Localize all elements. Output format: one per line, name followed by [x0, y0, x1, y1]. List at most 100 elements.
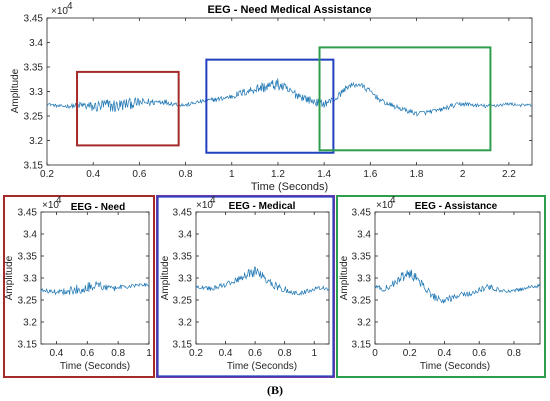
y-tick-label: 3.25 [24, 112, 44, 123]
x-tick-label: 0.8 [111, 348, 125, 359]
y-tick-label: 3.45 [173, 208, 193, 219]
highlight-box-red [76, 70, 180, 147]
x-tick-label: 1.4 [317, 169, 331, 180]
x-tick-label: 0.2 [189, 348, 203, 359]
chart-title: EEG - Medical [229, 201, 296, 212]
y-tick-label: 3.2 [29, 136, 43, 147]
series-lines [374, 269, 541, 304]
axis-ticks: 0 0.2 0.4 0.6 0.8 3.15 3.2 3.25 3.3 3.35 3.4 3.45 [352, 208, 540, 359]
chart-title: EEG - Need [71, 202, 125, 213]
axis-ticks: 0.4 0.6 0.8 1 3.15 3.2 3.25 3.3 3.35 3.4 3.45 [18, 208, 153, 360]
x-tick-label: 1 [229, 169, 235, 180]
plot-area [374, 211, 541, 345]
y-tick-label: 3.2 [178, 318, 192, 329]
exponent-base: ×10 [42, 200, 59, 211]
y-tick-label: 3.35 [173, 252, 193, 263]
x-tick-label: 0.2 [403, 348, 417, 359]
chart-title: EEG - Need Medical Assistance [207, 4, 371, 16]
eeg-signal-line [40, 281, 150, 296]
y-tick-label: 3.3 [178, 274, 192, 285]
y-tick-label: 3.45 [352, 208, 372, 219]
x-axis-label: Time (Seconds) [60, 361, 130, 372]
chart-need: EEG - Need Amplitude Time (Seconds) ×10 … [4, 195, 152, 372]
chart-title: EEG - Assistance [415, 201, 498, 212]
x-tick-label: 0.8 [179, 169, 193, 180]
x-tick-label: 0.4 [86, 169, 100, 180]
x-tick-label: 0.6 [80, 348, 94, 359]
y-tick-label: 3.3 [357, 274, 371, 285]
y-tick-label: 3.15 [24, 161, 44, 172]
x-tick-label: 1.6 [363, 169, 377, 180]
y-tick-label: 3.2 [23, 318, 37, 329]
plot-area [195, 211, 330, 345]
y-tick-label: 3.15 [173, 340, 193, 351]
chart-assistance: EEG - Assistance Amplitude Time (Seconds… [339, 195, 541, 372]
y-tick-label: 3.35 [24, 63, 44, 74]
x-axis-label: Time (Seconds) [251, 181, 328, 193]
x-tick-label: 0.6 [472, 348, 486, 359]
axis-ticks: 0.2 0.4 0.6 0.8 1 3.15 3.2 3.25 3.3 3.35 3.4 3.45 [173, 208, 329, 359]
axis-ticks: 0.2 0.4 0.6 0.8 1 1.2 1.4 1.6 1.8 2 2.2 3.15 3.2 3.25… [24, 14, 532, 180]
exponent-label: ×10 4 [42, 195, 62, 211]
y-tick-label: 3.15 [18, 340, 38, 351]
eeg-signal-line [46, 78, 533, 117]
exponent-base: ×10 [196, 200, 213, 211]
highlight-box-green [318, 46, 492, 152]
series-lines [46, 78, 533, 117]
series-lines [195, 266, 330, 296]
x-axis-label: Time (Seconds) [420, 361, 490, 372]
panel-frame-red [3, 195, 155, 378]
eeg-signal-line [374, 269, 541, 304]
y-tick-label: 3.4 [23, 230, 37, 241]
exponent-label: ×10 4 [51, 1, 73, 17]
y-axis-label: Amplitude [4, 255, 15, 300]
y-tick-label: 3.15 [352, 340, 372, 351]
x-tick-label: 1.8 [410, 169, 424, 180]
panel-frame-green [336, 195, 546, 378]
plot-area [40, 211, 150, 345]
chart-main: EEG - Need Medical Assistance Amplitude … [10, 1, 533, 193]
x-tick-label: 0.2 [40, 169, 54, 180]
y-tick-label: 3.4 [178, 230, 192, 241]
exponent-power: 4 [56, 195, 62, 206]
x-tick-label: 0.4 [49, 348, 63, 359]
y-tick-label: 3.35 [352, 252, 372, 263]
exponent-base: ×10 [376, 200, 393, 211]
exponent-label: ×10 4 [376, 195, 396, 211]
y-tick-label: 3.35 [18, 252, 38, 263]
panel-frame-purple [156, 195, 335, 378]
exponent-label: ×10 4 [196, 195, 216, 211]
x-tick-label: 1 [146, 348, 152, 359]
figure-label: (B) [267, 383, 283, 397]
x-tick-label: 2.2 [502, 169, 516, 180]
highlight-boxes [76, 46, 492, 154]
y-tick-label: 3.4 [357, 230, 371, 241]
x-tick-label: 0 [372, 348, 378, 359]
y-tick-label: 3.25 [18, 296, 38, 307]
eeg-signal-line [195, 266, 330, 296]
y-tick-label: 3.25 [352, 296, 372, 307]
y-tick-label: 3.4 [29, 38, 43, 49]
series-lines [40, 281, 150, 296]
y-tick-label: 3.3 [23, 274, 37, 285]
highlight-box-blue [205, 58, 335, 154]
x-tick-label: 0.4 [219, 348, 233, 359]
y-axis-label: Amplitude [10, 68, 21, 113]
x-tick-label: 0.6 [248, 348, 262, 359]
y-tick-label: 3.45 [18, 208, 38, 219]
y-tick-label: 3.3 [29, 87, 43, 98]
exponent-base: ×10 [51, 6, 68, 17]
x-tick-label: 1 [311, 348, 317, 359]
chart-medical: EEG - Medical Amplitude Time (Seconds) ×… [160, 195, 330, 372]
panel-frame-blue [157, 196, 334, 377]
y-axis-label: Amplitude [160, 255, 171, 300]
x-tick-label: 0.4 [438, 348, 452, 359]
x-tick-label: 2 [460, 169, 466, 180]
y-tick-label: 3.45 [24, 14, 44, 25]
x-tick-label: 0.8 [507, 348, 521, 359]
y-tick-label: 3.2 [357, 318, 371, 329]
exponent-power: 4 [67, 1, 73, 12]
x-axis-label: Time (Seconds) [227, 361, 297, 372]
x-tick-label: 1.2 [271, 169, 285, 180]
